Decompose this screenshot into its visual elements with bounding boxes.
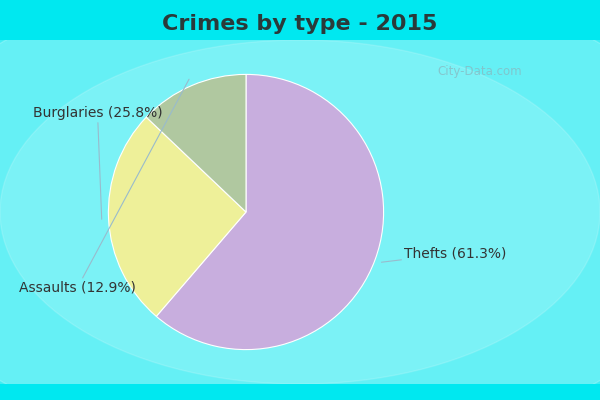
Ellipse shape bbox=[0, 40, 600, 384]
Text: Crimes by type - 2015: Crimes by type - 2015 bbox=[163, 14, 437, 34]
Text: Burglaries (25.8%): Burglaries (25.8%) bbox=[33, 106, 163, 219]
Text: City-Data.com: City-Data.com bbox=[437, 66, 523, 78]
Text: Assaults (12.9%): Assaults (12.9%) bbox=[19, 79, 189, 295]
Wedge shape bbox=[157, 74, 383, 350]
Wedge shape bbox=[109, 117, 246, 316]
Text: Thefts (61.3%): Thefts (61.3%) bbox=[382, 246, 506, 262]
Wedge shape bbox=[146, 74, 246, 212]
